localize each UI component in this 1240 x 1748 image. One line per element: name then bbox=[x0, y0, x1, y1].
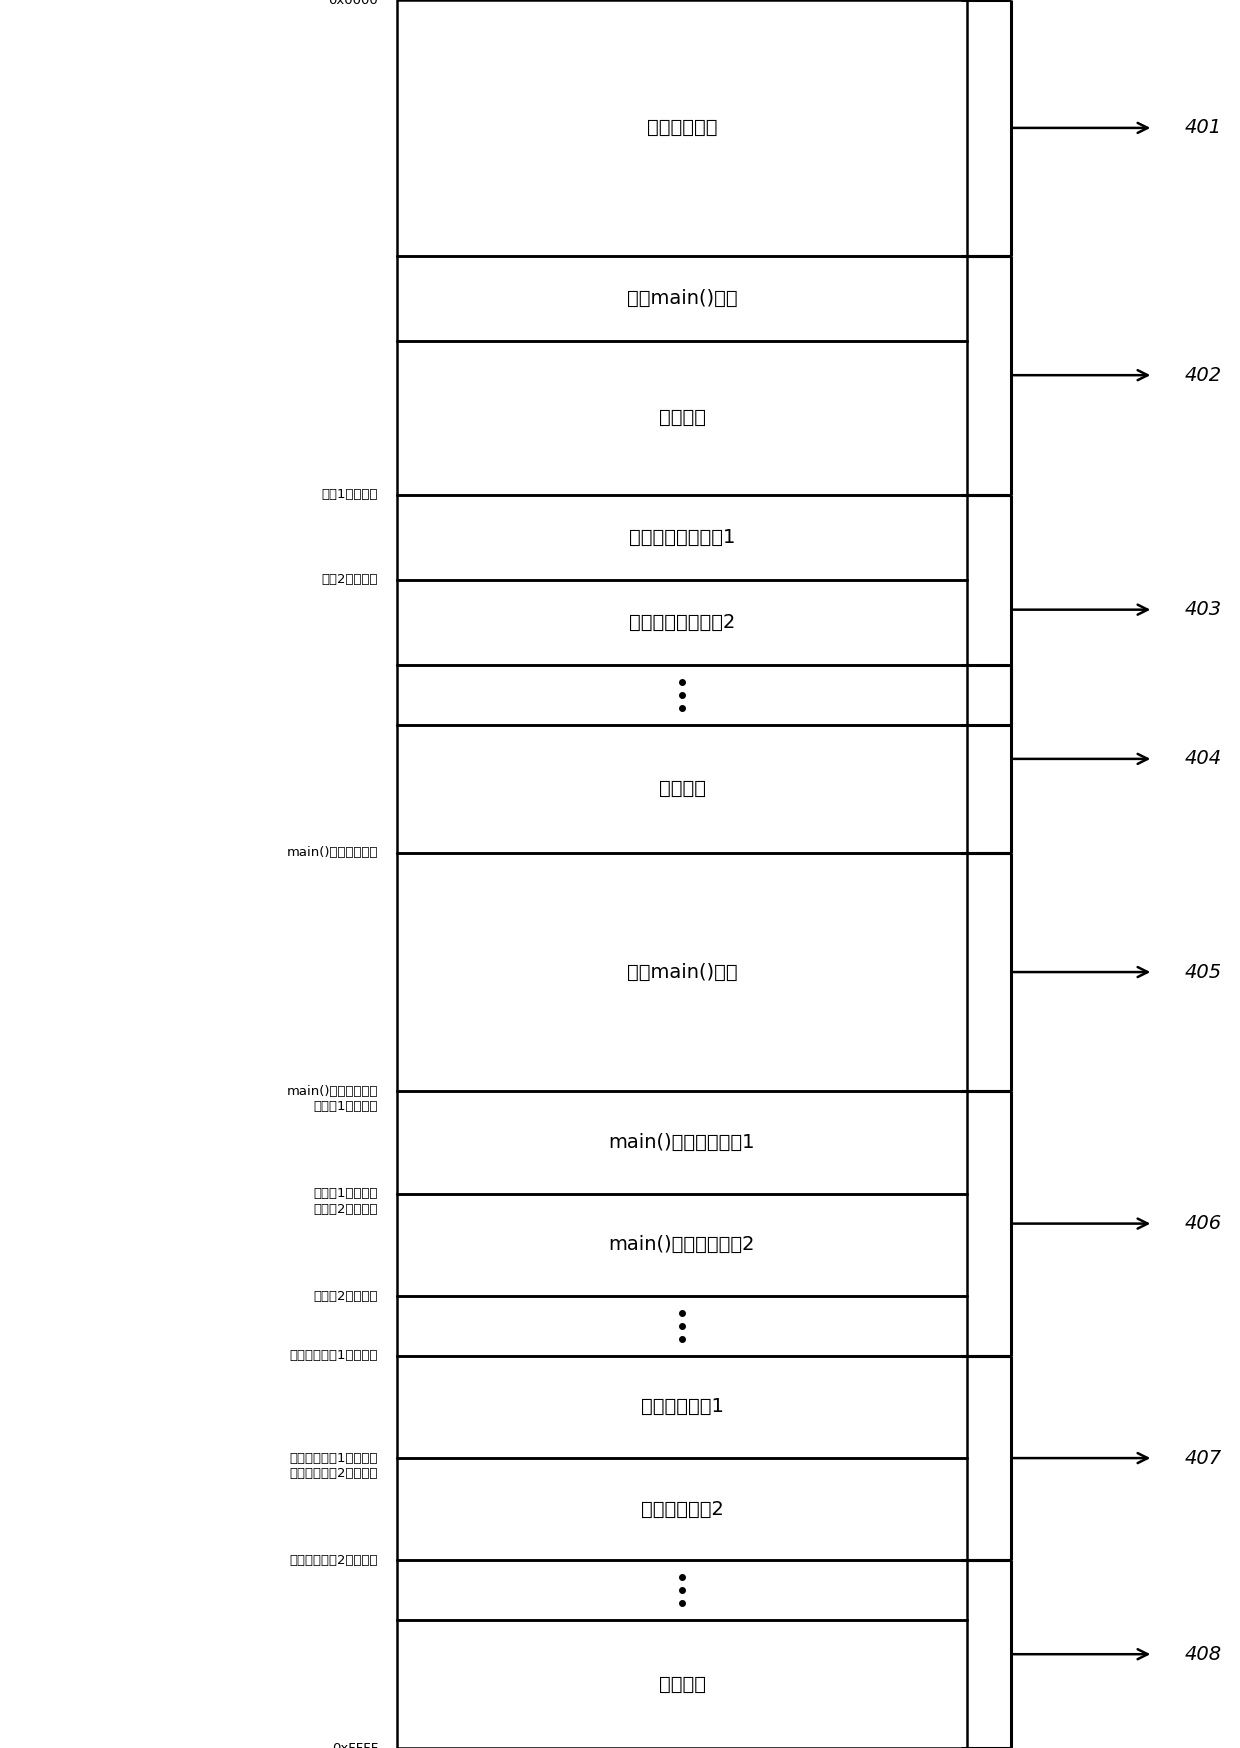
Text: 单片机初始化: 单片机初始化 bbox=[647, 119, 717, 138]
Bar bbox=[397, 255, 967, 341]
Text: 软件main()函数: 软件main()函数 bbox=[626, 963, 738, 982]
Text: main()函数起始地址: main()函数起始地址 bbox=[286, 846, 378, 860]
Text: 中断服务函数2起始地址: 中断服务函数2起始地址 bbox=[290, 1467, 378, 1481]
Text: main()函数的子函数1: main()函数的子函数1 bbox=[609, 1133, 755, 1152]
Text: 中断服务函数1: 中断服务函数1 bbox=[641, 1397, 723, 1416]
Text: 空白填充: 空白填充 bbox=[658, 780, 706, 799]
Bar bbox=[397, 664, 967, 725]
Text: 404: 404 bbox=[1184, 750, 1221, 769]
Bar bbox=[397, 853, 967, 1091]
Bar bbox=[397, 580, 967, 664]
Text: 403: 403 bbox=[1184, 600, 1221, 619]
Text: 406: 406 bbox=[1184, 1215, 1221, 1232]
Bar bbox=[397, 1458, 967, 1561]
Text: 跳转中断服务函数2: 跳转中断服务函数2 bbox=[629, 614, 735, 633]
Bar bbox=[397, 1356, 967, 1458]
Text: 中断服务函数2: 中断服务函数2 bbox=[641, 1500, 723, 1519]
Text: 0x0000: 0x0000 bbox=[329, 0, 378, 7]
Text: 408: 408 bbox=[1184, 1645, 1221, 1664]
Text: 0xFFFF: 0xFFFF bbox=[332, 1741, 378, 1748]
Text: main()函数结束地址: main()函数结束地址 bbox=[286, 1086, 378, 1098]
Bar bbox=[397, 1194, 967, 1295]
Text: 401: 401 bbox=[1184, 119, 1221, 138]
Text: 中断1入口地址: 中断1入口地址 bbox=[321, 488, 378, 502]
Text: 中断2入口地址: 中断2入口地址 bbox=[321, 573, 378, 586]
Text: 子函数2起始地址: 子函数2起始地址 bbox=[314, 1203, 378, 1215]
Bar bbox=[397, 1620, 967, 1748]
Bar bbox=[397, 0, 967, 255]
Text: 跳转main()函数: 跳转main()函数 bbox=[626, 288, 738, 308]
Text: 中断服务函数1结束地址: 中断服务函数1结束地址 bbox=[290, 1451, 378, 1465]
Bar bbox=[397, 725, 967, 853]
Text: 中断服务函数1起始地址: 中断服务函数1起始地址 bbox=[290, 1349, 378, 1362]
Bar bbox=[397, 1091, 967, 1194]
Text: 空白填充: 空白填充 bbox=[658, 1675, 706, 1694]
Text: 402: 402 bbox=[1184, 365, 1221, 385]
Text: 407: 407 bbox=[1184, 1449, 1221, 1468]
Text: 空白填充: 空白填充 bbox=[658, 409, 706, 427]
Text: 子函数1结束地址: 子函数1结束地址 bbox=[314, 1187, 378, 1201]
Bar bbox=[397, 1561, 967, 1620]
Text: 子函数2结束地址: 子函数2结束地址 bbox=[314, 1290, 378, 1302]
Bar bbox=[397, 495, 967, 580]
Bar bbox=[397, 341, 967, 495]
Text: 跳转中断服务函数1: 跳转中断服务函数1 bbox=[629, 528, 735, 547]
Text: 405: 405 bbox=[1184, 963, 1221, 982]
Bar bbox=[397, 1295, 967, 1356]
Text: 中断服务函数2结束地址: 中断服务函数2结束地址 bbox=[290, 1554, 378, 1566]
Text: main()函数的子函数2: main()函数的子函数2 bbox=[609, 1236, 755, 1255]
Text: 子函数1起始地址: 子函数1起始地址 bbox=[314, 1099, 378, 1113]
